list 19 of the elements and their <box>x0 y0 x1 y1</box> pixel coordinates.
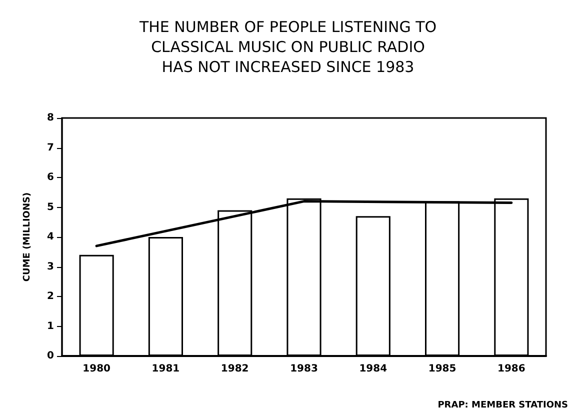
y-tick-label: 0 <box>47 350 54 362</box>
x-tick-label: 1984 <box>359 364 388 374</box>
y-tick-label: 5 <box>47 202 54 213</box>
y-axis-title: CUME (MILLIONS) <box>22 192 32 282</box>
y-tick-label: 2 <box>47 291 54 302</box>
x-tick-label: 1983 <box>290 364 318 374</box>
x-tick-label: 1981 <box>152 364 180 374</box>
y-tick-label: 3 <box>47 261 54 272</box>
y-tick-label: 1 <box>47 320 54 332</box>
chart-title: THE NUMBER OF PEOPLE LISTENING TO CLASSICAL MUSIC ON PUBLIC RADIO HAS NOT INCREASED SINCE 1983 <box>138 18 437 76</box>
x-tick-label: 1986 <box>498 364 526 374</box>
x-tick-label: 1980 <box>82 364 111 374</box>
x-tick-label: 1982 <box>220 364 249 374</box>
y-tick-label: 4 <box>47 232 54 242</box>
y-tick-label: 6 <box>47 172 54 183</box>
y-tick-label: 7 <box>47 142 54 154</box>
text: PRAP: MEMBER STATIONS <box>438 400 568 410</box>
y-tick-label: 8 <box>47 112 54 124</box>
x-tick-label: 1985 <box>428 364 456 374</box>
